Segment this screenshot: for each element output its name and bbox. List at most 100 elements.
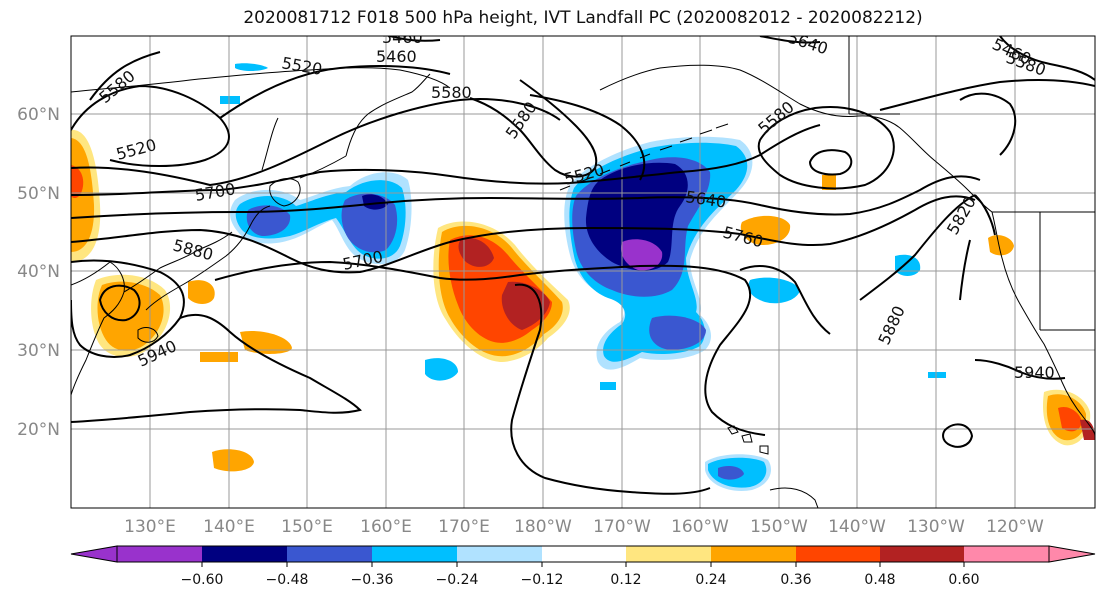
contour-line xyxy=(71,195,976,274)
lon-label: 140°E xyxy=(203,517,255,537)
contour-line xyxy=(999,36,1095,81)
contour-line xyxy=(71,313,362,423)
contour-line xyxy=(959,92,1017,156)
colorbar-segment xyxy=(117,546,202,562)
contour-label: 5580 xyxy=(431,83,472,102)
coastline xyxy=(599,64,993,213)
colorbar-segment xyxy=(626,546,711,562)
coastline xyxy=(299,155,347,179)
colorbar-segment xyxy=(372,546,457,562)
colorbar-tick-label: −0.48 xyxy=(266,572,309,588)
positive-anomaly-area xyxy=(1058,406,1082,432)
coastline xyxy=(137,327,159,343)
negative-anomaly-area xyxy=(425,358,458,381)
positive-anomaly-area xyxy=(71,165,84,199)
contour-line xyxy=(959,239,971,301)
contour-line xyxy=(879,78,1095,111)
positive-anomaly-area xyxy=(188,280,215,304)
longitude-labels: 130°E 140°E 150°E 160°E 170°E 180°W 170°… xyxy=(124,517,1044,537)
positive-anomaly-area xyxy=(988,235,1014,256)
colorbar-extend-high xyxy=(1048,545,1096,563)
contour-line xyxy=(974,359,1066,380)
contour-line xyxy=(71,299,181,358)
colorbar-tick-labels: −0.60 −0.48 −0.36 −0.24 −0.12 0.12 0.24 … xyxy=(181,572,980,588)
contour-line xyxy=(808,149,853,176)
contour-line xyxy=(71,124,821,196)
negative-anomaly-area xyxy=(362,194,388,210)
negative-anomaly-area xyxy=(220,96,240,104)
positive-anomaly-area xyxy=(822,175,836,190)
coastline xyxy=(145,205,271,311)
contour-line xyxy=(739,265,831,335)
negative-anomaly-area xyxy=(585,162,688,271)
colorbar-ticks xyxy=(201,562,965,567)
contour-label: 5460 xyxy=(382,28,423,47)
colorbar-segment xyxy=(542,546,626,562)
lon-label: 140°W xyxy=(828,517,886,537)
contour-line xyxy=(71,259,185,319)
colorbar-segment xyxy=(457,546,542,562)
colorbar-tick-label: −0.12 xyxy=(521,572,564,588)
negative-anomaly-area xyxy=(649,315,706,350)
colorbar-segment xyxy=(202,546,287,562)
lat-label: 20°N xyxy=(17,420,60,440)
colorbar-segment xyxy=(880,546,964,562)
colorbar-tick-label: −0.36 xyxy=(351,572,394,588)
colorbar-tick-label: 0.48 xyxy=(864,572,895,588)
colorbar-tick-label: −0.24 xyxy=(436,572,479,588)
contour-label: 5940 xyxy=(1014,363,1055,382)
contour-line xyxy=(759,36,821,44)
contour-line xyxy=(859,194,976,301)
coastline xyxy=(848,36,1095,331)
lon-label: 150°E xyxy=(281,517,333,537)
coastlines xyxy=(71,36,1095,508)
colorbar-segment xyxy=(796,546,880,562)
contour-line xyxy=(71,84,230,167)
map-title: 2020081712 F018 500 hPa height, IVT Land… xyxy=(243,8,923,28)
negative-anomaly-area xyxy=(748,277,800,304)
lon-label: 160°E xyxy=(360,517,412,537)
lat-label: 40°N xyxy=(17,262,60,282)
negative-anomaly-area xyxy=(620,239,663,271)
contour-line xyxy=(71,98,561,187)
ivt-negative-shading xyxy=(220,63,946,491)
contour-line xyxy=(469,79,598,178)
contour-line xyxy=(89,51,161,101)
contour-line xyxy=(757,106,895,190)
contour-line xyxy=(974,194,996,236)
colorbar-tick-label: 0.60 xyxy=(948,572,979,588)
colorbar-segment xyxy=(711,546,796,562)
coastline xyxy=(345,73,431,157)
negative-anomaly-area xyxy=(928,372,946,378)
lon-label: 120°W xyxy=(986,517,1044,537)
positive-anomaly-area xyxy=(740,215,791,246)
coastline xyxy=(123,231,233,293)
coastline xyxy=(71,67,451,93)
contour-line xyxy=(214,260,766,436)
contour-line xyxy=(510,283,711,495)
lat-label: 60°N xyxy=(17,105,60,125)
positive-anomaly-area xyxy=(212,449,254,472)
colorbar-segment xyxy=(287,546,372,562)
colorbar: −0.60 −0.48 −0.36 −0.24 −0.12 0.12 0.24 … xyxy=(70,545,1096,588)
coastline xyxy=(71,261,125,396)
contour-line xyxy=(529,94,646,181)
lon-label: 130°W xyxy=(907,517,965,537)
negative-anomaly-area xyxy=(600,382,616,390)
positive-anomaly-area xyxy=(458,237,494,267)
lat-label: 50°N xyxy=(17,184,60,204)
contour-line xyxy=(219,65,451,119)
colorbar-tick-label: 0.36 xyxy=(780,572,811,588)
lon-label: 170°W xyxy=(593,517,651,537)
positive-anomaly-area xyxy=(200,352,238,362)
negative-anomaly-area xyxy=(341,193,398,253)
colorbar-outline xyxy=(116,545,1050,563)
colorbar-tick-label: 0.12 xyxy=(610,572,641,588)
latitude-labels: 60°N 50°N 40°N 30°N 20°N xyxy=(17,105,60,440)
positive-anomaly-area xyxy=(501,281,550,330)
graticule xyxy=(71,36,1095,508)
contour-label: 5460 xyxy=(376,47,417,66)
contour-line xyxy=(71,175,981,219)
colorbar-tick-label: 0.24 xyxy=(695,572,726,588)
